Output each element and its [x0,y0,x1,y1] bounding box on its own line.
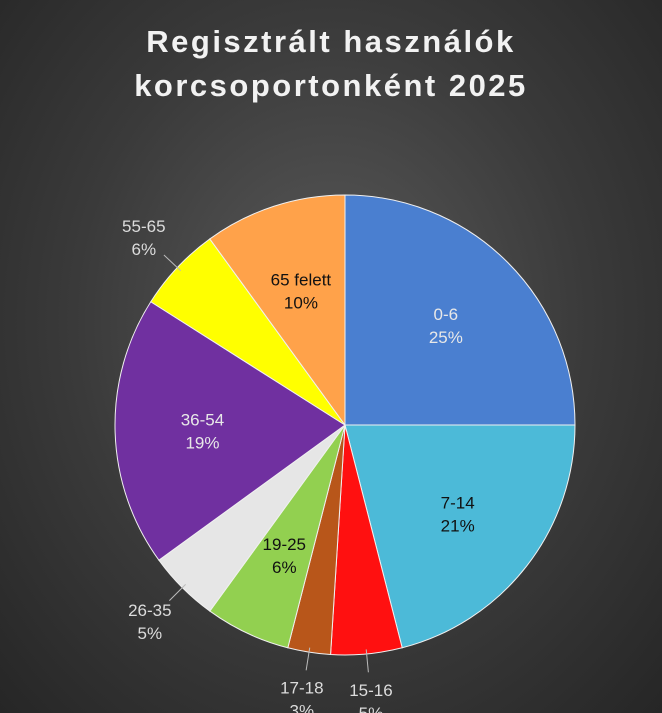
leader-line [365,649,369,673]
pie-slice [114,301,346,561]
leader-line [163,254,182,272]
slice-category: 7-14 [441,493,475,512]
slice-label: 19% [185,433,219,452]
slice-category: 65 felett [271,270,332,289]
slice-category: 17-18 [280,679,323,698]
slice-label: 25% [429,328,463,347]
slice-label: 6% [272,558,297,577]
pie-slice [344,194,576,426]
slice-category: 0-6 [434,305,459,324]
chart-title: Regisztrált használók korcsoportonként 2… [134,24,528,103]
leader-line [305,647,311,671]
slice-category: 19-25 [263,535,306,554]
slice-label: 10% [284,293,318,312]
slice-label: 6% [132,240,157,259]
slice-category: 36-54 [181,410,224,429]
slice-label: 5% [138,624,163,643]
pie-slice [344,424,576,649]
slice-label: 3% [290,702,315,713]
slice-category: 55-65 [122,217,165,236]
slice-category: 26-35 [128,601,171,620]
pie-slice [209,194,346,427]
leader-line [169,584,186,601]
slice-label: 21% [441,516,475,535]
slice-category: 15-16 [349,681,392,700]
slice-label: 5% [359,704,384,713]
